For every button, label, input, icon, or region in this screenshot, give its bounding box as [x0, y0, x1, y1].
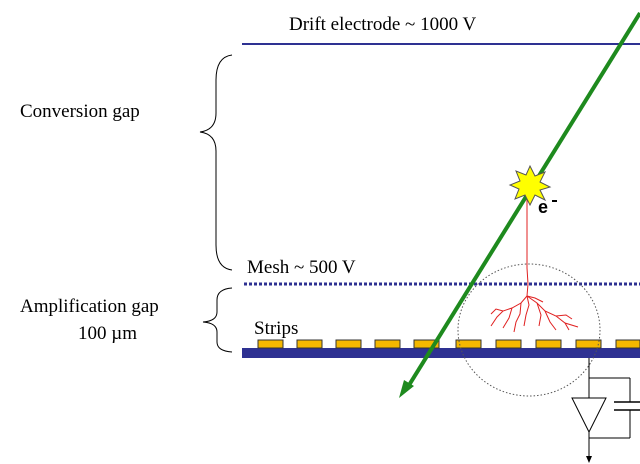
strip: [495, 339, 522, 349]
mesh-label: Mesh ~ 500 V: [247, 257, 356, 278]
conversion-gap-brace: [199, 54, 233, 271]
avalanche-region: [457, 263, 601, 397]
strip: [374, 339, 401, 349]
amplification-gap-brace: [202, 287, 233, 353]
strip: [257, 339, 284, 349]
substrate: [242, 348, 640, 358]
conversion-gap-label: Conversion gap: [20, 101, 140, 122]
strip: [535, 339, 562, 349]
strip: [575, 339, 602, 349]
amplification-gap-label: Amplification gap: [20, 296, 159, 317]
strip: [615, 339, 640, 349]
drift-electrode-label: Drift electrode ~ 1000 V: [289, 14, 476, 35]
electron-label: e: [538, 197, 548, 217]
electron-minus-sign: [552, 200, 557, 202]
amplification-gap-size: 100 µm: [78, 323, 137, 344]
particle-track: [399, 11, 640, 398]
strip: [335, 339, 362, 349]
readout-circuit: [571, 358, 640, 463]
strips-group: [257, 339, 640, 349]
avalanche-tree: [490, 197, 579, 333]
ionisation-spark-icon: [508, 164, 552, 207]
strip: [413, 339, 440, 349]
strip: [455, 339, 482, 349]
strips-label: Strips: [254, 318, 298, 339]
strip: [296, 339, 323, 349]
